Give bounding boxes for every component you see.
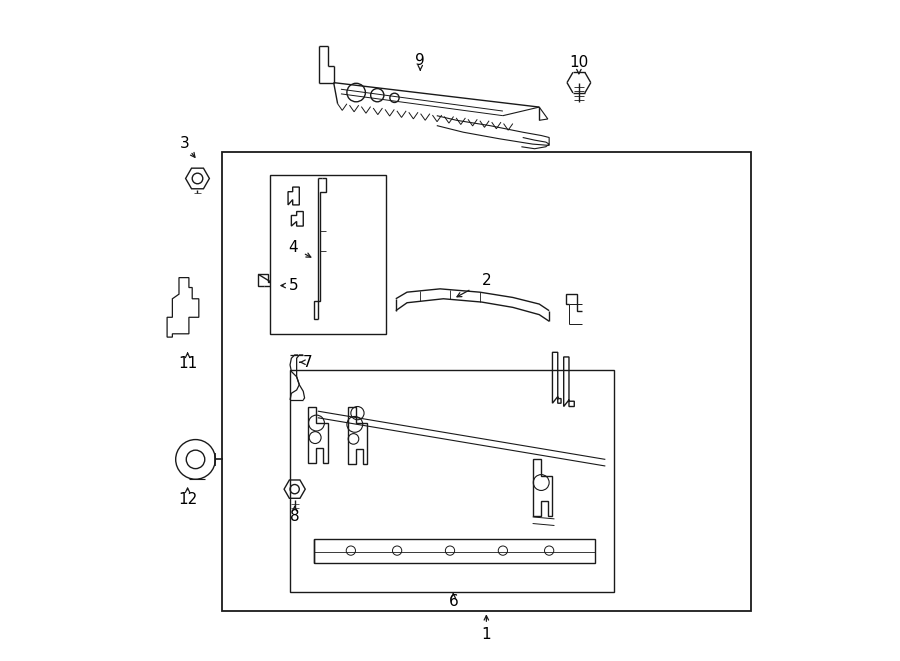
Bar: [270, 175, 386, 334]
Bar: [222, 152, 751, 611]
Text: 9: 9: [416, 54, 425, 68]
Text: 7: 7: [303, 355, 312, 369]
Text: 5: 5: [289, 278, 298, 293]
Text: 12: 12: [178, 492, 197, 507]
Bar: [290, 370, 614, 592]
Text: 2: 2: [482, 274, 491, 288]
Text: 8: 8: [290, 510, 300, 524]
Text: 6: 6: [448, 594, 458, 609]
Text: 3: 3: [179, 136, 189, 151]
Text: 10: 10: [570, 56, 589, 70]
Text: 1: 1: [482, 627, 491, 642]
Text: 11: 11: [178, 356, 197, 371]
Text: 4: 4: [289, 241, 298, 255]
